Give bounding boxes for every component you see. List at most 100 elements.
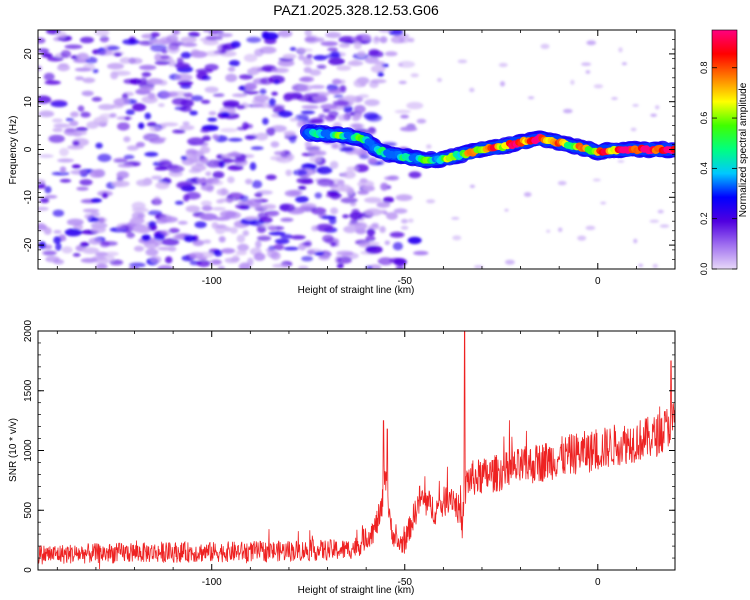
spectrogram-noise-blob <box>265 210 280 217</box>
spectrogram-noise-blob <box>266 249 279 258</box>
spectrogram-noise-blob <box>145 248 159 256</box>
spectrogram-noise-blob <box>374 36 380 42</box>
spectrogram-noise-blob <box>132 103 147 112</box>
spectrogram-noise-blob <box>301 256 313 262</box>
spectrogram-noise-blob <box>304 93 319 97</box>
spectrogram-noise-blob <box>577 235 587 241</box>
spectrogram-noise-blob <box>153 196 162 205</box>
spectrogram-noise-blob <box>189 252 204 259</box>
spectrogram-noise-blob <box>354 112 362 119</box>
spectrogram-noise-blob <box>283 246 299 251</box>
spectrogram-noise-blob <box>611 97 618 100</box>
spectrogram-noise-blob <box>247 68 260 76</box>
spectrogram-noise-blob <box>48 134 65 143</box>
spectrogram-noise-blob <box>38 224 48 231</box>
spectrogram-noise-blob <box>149 255 162 264</box>
spectrogram-noise-blob <box>91 226 106 234</box>
spectrogram-noise-blob <box>53 230 62 234</box>
spectrogram-noise-blob <box>72 140 80 146</box>
spectrogram-noise-blob <box>399 37 405 44</box>
spectrogram-noise-blob <box>373 61 385 65</box>
spectrogram-noise-blob <box>392 242 403 251</box>
spectrogram-noise-blob <box>230 41 241 48</box>
spectrogram-noise-blob <box>336 250 354 256</box>
spectrogram-noise-blob <box>633 238 638 244</box>
spectrogram-noise-blob <box>282 53 297 59</box>
spectrogram-ytick-label: 20 <box>23 48 34 60</box>
spectrogram-noise-blob <box>38 110 55 118</box>
spectrogram-noise-blob <box>157 265 174 269</box>
snr-ytick-label: 1500 <box>23 379 34 402</box>
spectrogram-noise-blob <box>377 257 394 266</box>
spectrogram-noise-blob <box>540 43 550 50</box>
spectrogram-ytick-label: -20 <box>23 237 34 252</box>
spectrogram-noise-blob <box>130 57 143 64</box>
spectrogram-noise-blob <box>393 208 408 214</box>
spectrogram-noise-blob <box>437 77 442 83</box>
spectrogram-noise-blob <box>259 77 273 85</box>
spectrogram-noise-blob <box>339 146 356 152</box>
spectrogram-noise-blob <box>389 231 405 238</box>
spectrogram-noise-blob <box>262 204 277 210</box>
spectrogram-noise-blob <box>271 91 278 96</box>
spectrogram-noise-blob <box>212 171 225 179</box>
spectrogram-noise-blob <box>332 78 342 85</box>
spectrogram-noise-blob <box>216 188 229 196</box>
spectrogram-noise-blob <box>221 248 236 254</box>
spectrogram-noise-blob <box>185 191 201 200</box>
spectrogram-noise-blob <box>384 51 398 57</box>
spectrogram-noise-blob <box>161 238 180 246</box>
spectrogram-noise-blob <box>297 185 307 190</box>
spectrogram-noise-blob <box>244 216 259 221</box>
spectrogram-noise-blob <box>295 195 309 203</box>
spectrogram-noise-blob <box>180 99 194 108</box>
spectrogram-noise-blob <box>138 86 155 92</box>
spectrogram-noise-blob <box>259 88 267 95</box>
spectrogram-noise-blob <box>400 114 409 119</box>
spectrogram-noise-blob <box>247 198 262 207</box>
spectrogram-noise-blob <box>340 197 358 204</box>
spectrogram-noise-blob <box>280 234 293 239</box>
spectrogram-noise-blob <box>259 46 277 54</box>
spectrogram-noise-blob <box>310 84 325 89</box>
snr-xlabel: Height of straight line (km) <box>298 585 415 596</box>
spectrogram-noise-blob <box>237 243 250 252</box>
spectrogram-noise-blob <box>235 250 247 256</box>
spectrogram-noise-blob <box>52 209 65 217</box>
spectrogram-noise-blob <box>91 217 100 222</box>
spectrogram-noise-blob <box>557 181 567 186</box>
spectrogram-noise-blob <box>196 259 211 268</box>
colorbar-tick-label: 0.6 <box>699 112 709 125</box>
spectrogram-noise-blob <box>274 238 290 244</box>
spectrogram-noise-blob <box>243 53 258 63</box>
spectrogram-noise-blob <box>61 246 73 254</box>
spectrogram-noise-blob <box>638 263 644 268</box>
spectrogram-noise-blob <box>364 208 383 216</box>
spectrogram-noise-blob <box>273 243 285 251</box>
spectrogram-noise-blob <box>328 57 345 66</box>
spectrogram-noise-blob <box>155 218 168 224</box>
spectrogram-noise-blob <box>343 225 357 234</box>
spectrogram-noise-blob <box>600 201 607 205</box>
spectrogram-noise-blob <box>314 251 325 256</box>
spectrogram-noise-blob <box>504 208 509 212</box>
spectrogram-noise-blob <box>325 31 342 39</box>
spectrogram-noise-blob <box>395 265 405 269</box>
spectrogram-noise-blob <box>336 65 352 71</box>
spectrogram-noise-blob <box>308 149 322 156</box>
spectrogram-ytick-label: -10 <box>23 190 34 205</box>
spectrogram-noise-blob <box>52 127 63 133</box>
spectrogram-noise-blob <box>357 180 375 189</box>
spectrogram-noise-blob <box>304 35 320 44</box>
spectrogram-noise-blob <box>104 251 119 256</box>
spectrogram-noise-blob <box>318 113 326 119</box>
spectrogram-noise-blob <box>657 209 664 214</box>
snr-xtick-label: 0 <box>595 577 601 588</box>
spectrogram-noise-blob <box>45 255 60 263</box>
spectrogram-noise-blob <box>100 241 118 246</box>
spectrogram-noise-blob <box>318 254 330 261</box>
spectrogram-noise-blob <box>38 206 49 211</box>
spectrogram-noise-blob <box>265 174 277 181</box>
snr-ytick-label: 2000 <box>23 319 34 342</box>
spectrogram-noise-blob <box>201 205 213 212</box>
